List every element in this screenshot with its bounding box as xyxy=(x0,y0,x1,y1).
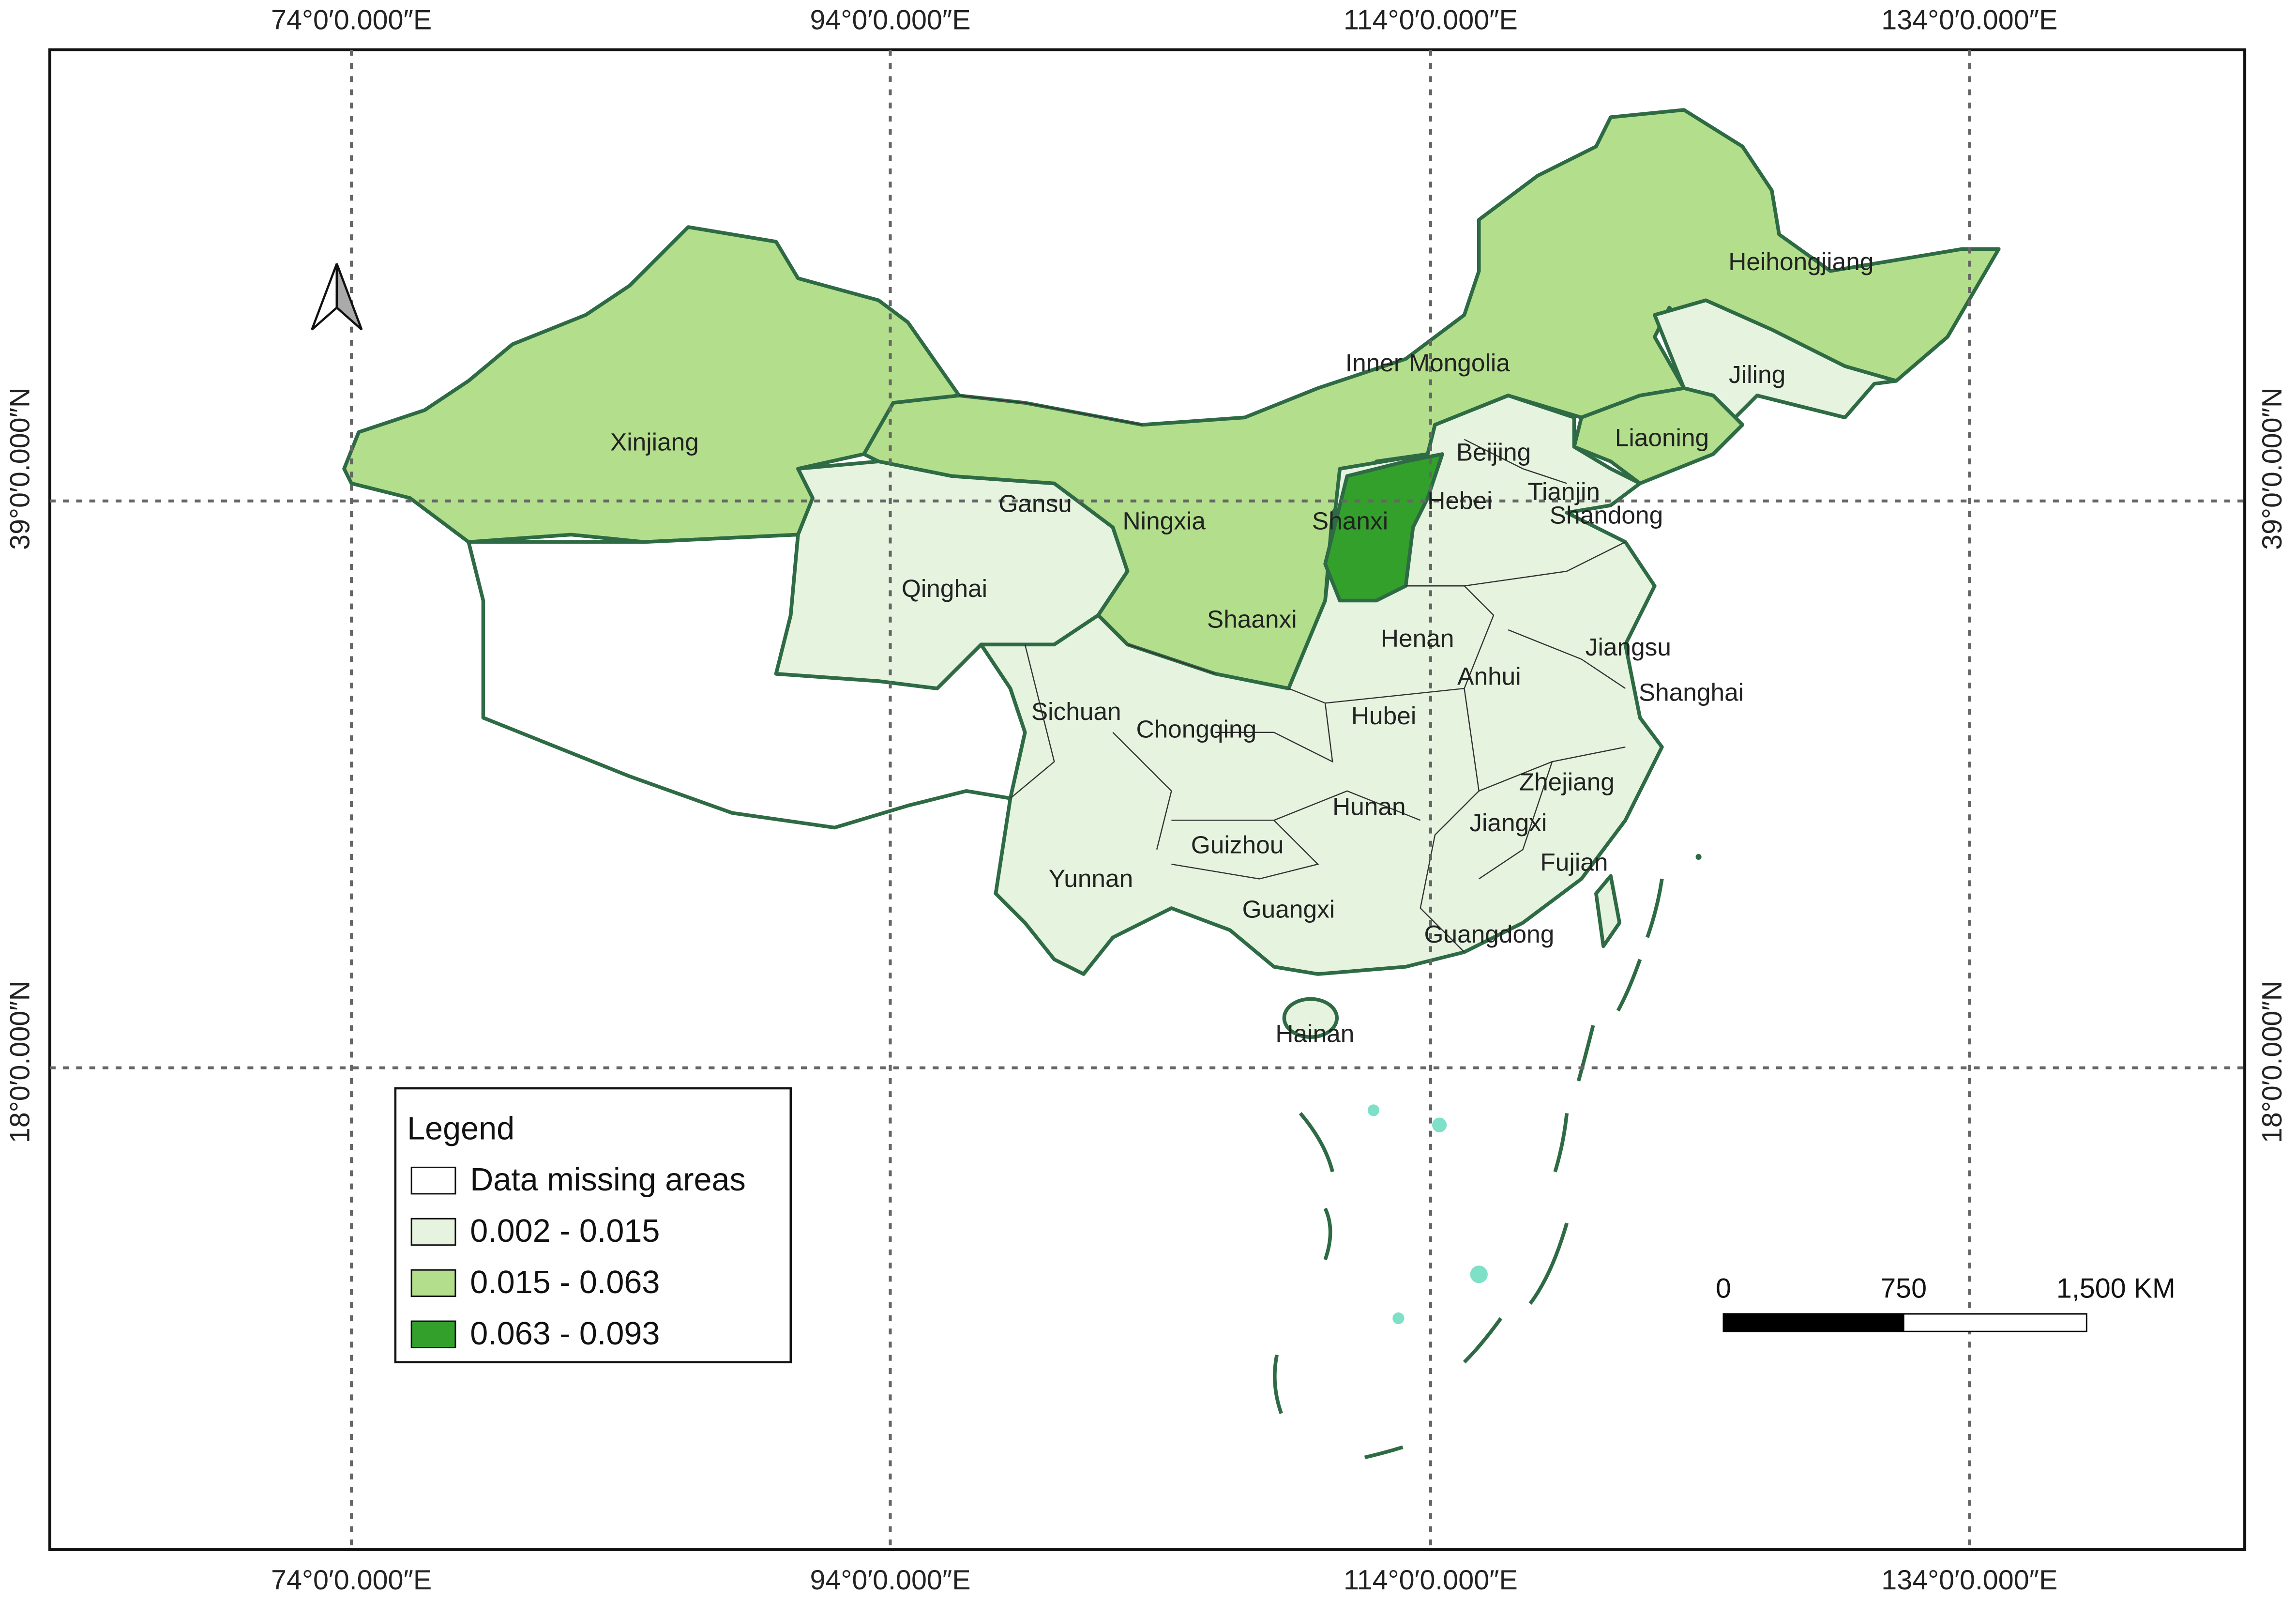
province-label: Fujian xyxy=(1540,848,1608,876)
province-label: Inner Mongolia xyxy=(1345,349,1511,377)
island xyxy=(1392,1312,1405,1325)
longitude-label: 114°0′0.000″E xyxy=(1344,5,1518,36)
province-label: Anhui xyxy=(1457,662,1521,690)
legend-label: 0.063 - 0.093 xyxy=(470,1316,660,1352)
region xyxy=(1323,452,1444,603)
province-label: Heihongjiang xyxy=(1728,247,1873,275)
province-label: Jiling xyxy=(1729,360,1785,388)
land xyxy=(342,108,2001,1039)
scale-segment xyxy=(1722,1313,1904,1332)
region xyxy=(1282,997,1339,1039)
province-label: Sichuan xyxy=(1031,697,1121,725)
dashed-boundary xyxy=(1323,1207,1332,1261)
legend-swatch xyxy=(410,1166,456,1195)
longitude-label: 114°0′0.000″E xyxy=(1344,1565,1518,1596)
province-label: Qinghai xyxy=(902,574,987,602)
island xyxy=(1695,854,1702,860)
legend-title: Legend xyxy=(407,1111,514,1146)
scale-bar: 0 750 1,500 KM xyxy=(1716,1273,2175,1332)
province-label: Tianjin xyxy=(1527,477,1600,505)
region xyxy=(1594,874,1621,948)
province-label: Xinjiang xyxy=(610,427,699,456)
scale-label: 0 xyxy=(1716,1273,1731,1304)
legend: Legend Data missing areas 0.002 - 0.015 … xyxy=(394,1087,792,1364)
province-label: Jiangsu xyxy=(1586,633,1671,661)
province-label: Hunan xyxy=(1332,793,1406,821)
province-label: Henan xyxy=(1381,624,1454,652)
province-label: Liaoning xyxy=(1615,423,1709,451)
region xyxy=(979,394,1664,976)
province-label: Gansu xyxy=(998,489,1072,517)
dashed-boundary xyxy=(1616,959,1642,1012)
island xyxy=(1367,1104,1380,1116)
scale-label: 750 xyxy=(1880,1273,1927,1304)
province-label: Hebei xyxy=(1427,486,1492,514)
dashed-boundary xyxy=(1553,1113,1569,1173)
latitude-label: 18°0′0.000″N xyxy=(5,981,36,1143)
province-label: Hainan xyxy=(1275,1020,1354,1048)
region xyxy=(1572,386,1745,486)
south-sea-islands xyxy=(1273,854,1702,1460)
scale-segment xyxy=(1903,1313,2087,1332)
province-label: Chongqing xyxy=(1136,715,1256,743)
graticule xyxy=(49,49,2245,1550)
island xyxy=(1470,1266,1488,1283)
dashed-boundary xyxy=(1273,1354,1283,1414)
legend-swatch xyxy=(410,1218,456,1246)
scale-label: 1,500 KM xyxy=(2056,1273,2175,1304)
province-label: Shanxi xyxy=(1312,507,1388,535)
province-label: Guizhou xyxy=(1191,830,1284,858)
legend-swatch xyxy=(410,1269,456,1297)
province-label: Ningxia xyxy=(1123,507,1206,535)
province-label: Shandong xyxy=(1550,501,1663,529)
region xyxy=(342,225,961,544)
dashed-boundary xyxy=(1364,1445,1404,1460)
province-label: Guangdong xyxy=(1424,920,1555,948)
province-border xyxy=(959,395,1626,953)
longitude-label: 74°0′0.000″E xyxy=(271,5,432,36)
island xyxy=(1432,1117,1447,1132)
province-label: Jiangxi xyxy=(1469,808,1547,837)
dashed-boundary xyxy=(1528,1222,1569,1305)
dashed-boundary xyxy=(1646,878,1664,938)
longitude-label: 94°0′0.000″E xyxy=(810,5,970,36)
province-label: Yunnan xyxy=(1049,864,1133,892)
dashed-boundary xyxy=(1463,1317,1503,1364)
legend-label: 0.002 - 0.015 xyxy=(470,1213,660,1249)
north-arrow xyxy=(311,263,363,331)
legend-swatch xyxy=(410,1320,456,1349)
province-label: Beijing xyxy=(1456,438,1531,466)
legend-box xyxy=(394,1087,792,1364)
dashed-boundary xyxy=(1576,1024,1595,1082)
province-label: Hubei xyxy=(1351,701,1416,730)
latitude-label: 18°0′0.000″N xyxy=(2257,981,2288,1143)
arrow-half xyxy=(335,263,363,331)
province-labels: Xinjiang Inner Mongolia Heihongjiang Jil… xyxy=(610,247,1874,1047)
latitude-label: 39°0′0.000″N xyxy=(5,388,36,550)
longitude-label: 74°0′0.000″E xyxy=(271,1565,432,1596)
province-label: Zhejiang xyxy=(1519,767,1615,795)
longitude-label: 94°0′0.000″E xyxy=(810,1565,970,1596)
province-label: Shaanxi xyxy=(1207,605,1297,633)
dashed-boundary xyxy=(1299,1112,1334,1173)
longitude-label: 134°0′0.000″E xyxy=(1881,5,2057,36)
latitude-label: 39°0′0.000″N xyxy=(2257,388,2288,550)
province-label: Shanghai xyxy=(1639,678,1744,706)
legend-label: 0.015 - 0.063 xyxy=(470,1265,660,1300)
legend-label: Data missing areas xyxy=(470,1162,746,1198)
province-label: Guangxi xyxy=(1242,895,1335,923)
longitude-label: 134°0′0.000″E xyxy=(1881,1565,2057,1596)
